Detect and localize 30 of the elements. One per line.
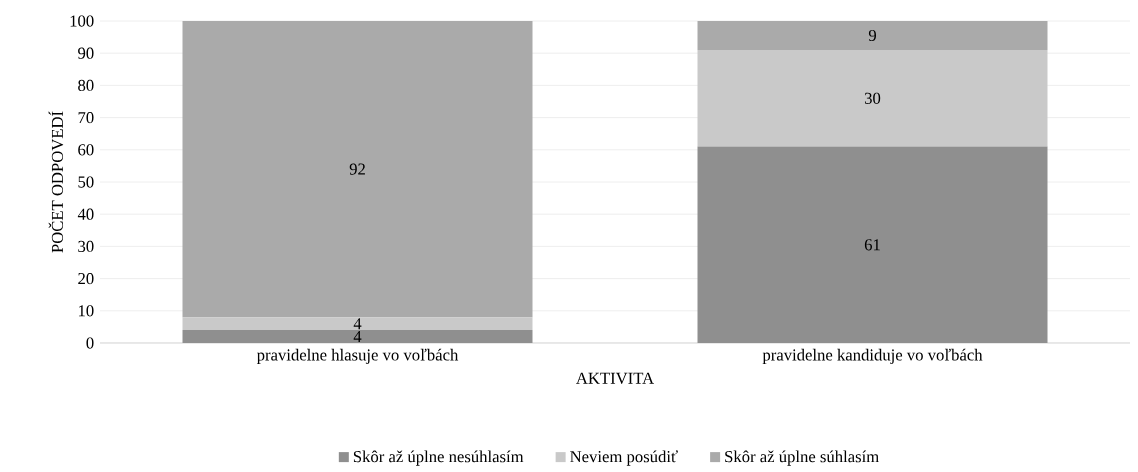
y-tick-label: 50 — [78, 176, 94, 188]
data-label: 4 — [353, 318, 362, 330]
legend-label: Skôr až úplne súhlasím — [725, 450, 879, 466]
x-axis-title: AKTIVITA — [576, 372, 655, 384]
y-axis-title: POČET ODPOVEDÍ — [48, 111, 64, 253]
bar — [697, 21, 1048, 50]
y-tick-label: 70 — [78, 111, 94, 124]
x-tick-label: pravidelne kandiduje vo voľbách — [762, 348, 983, 364]
data-label: 30 — [864, 92, 881, 104]
legend-label: Skôr až úplne nesúhlasím — [353, 450, 524, 466]
data-label: 4 — [353, 331, 362, 343]
data-label: 9 — [868, 29, 876, 42]
y-tick-label: 100 — [70, 15, 94, 27]
legend-label: Neviem posúdiť — [570, 450, 678, 466]
data-label: 92 — [349, 163, 365, 175]
data-label: 61 — [864, 239, 880, 251]
y-tick-label: 10 — [78, 305, 94, 317]
y-tick-label: 90 — [78, 47, 94, 59]
x-tick-label: pravidelne hlasuje vo voľbách — [256, 348, 459, 364]
y-tick-label: 20 — [78, 272, 94, 285]
y-tick-label: 60 — [78, 144, 94, 156]
bar — [697, 49, 1048, 147]
y-tick-label: 80 — [78, 79, 94, 92]
y-tick-label: 0 — [86, 337, 94, 349]
bar — [182, 330, 533, 343]
bar — [697, 146, 1048, 343]
bar — [182, 317, 533, 331]
y-tick-label: 30 — [78, 240, 94, 253]
y-tick-label: 40 — [77, 208, 94, 220]
bar — [182, 21, 533, 318]
